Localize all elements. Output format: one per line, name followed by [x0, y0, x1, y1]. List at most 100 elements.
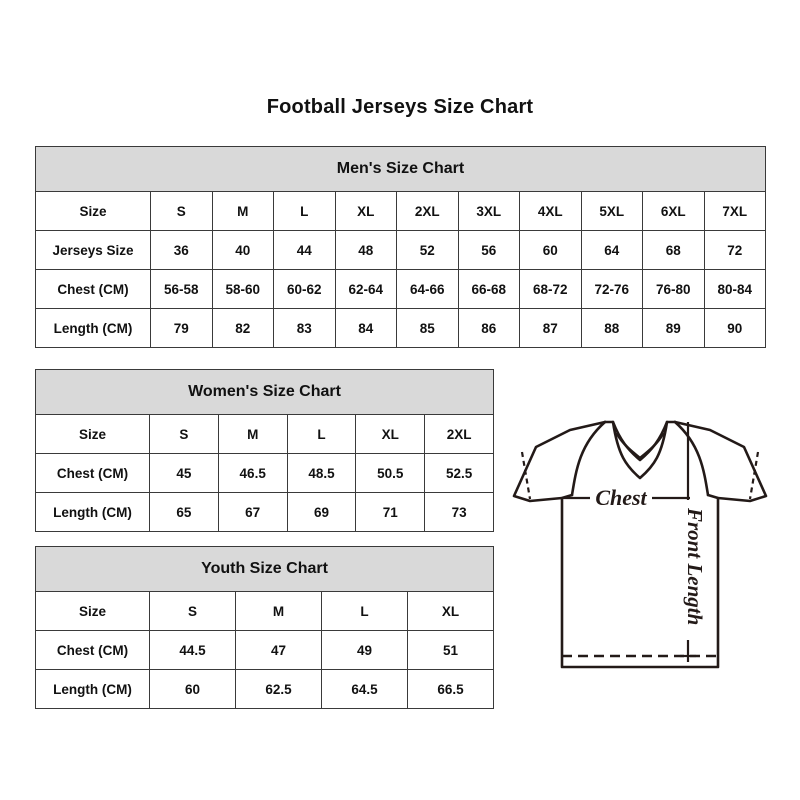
table-cell: 69 [286, 492, 357, 532]
column-header-size: Size [35, 191, 151, 231]
neckline-outer [603, 420, 677, 480]
table-cell: 68-72 [519, 269, 582, 309]
table-header-row: Size S M L XL 2XL 3XL 4XL 5XL 6XL 7XL [35, 191, 766, 231]
table-header-row: Size S M L XL [35, 591, 495, 631]
column-header-l: L [321, 591, 408, 631]
table-cell: 49 [321, 630, 408, 670]
row-label-jerseys-size: Jerseys Size [35, 230, 151, 270]
mens-size-table: Men's Size Chart Size S M L XL 2XL 3XL 4… [35, 146, 766, 348]
table-caption-row: Men's Size Chart [35, 146, 766, 192]
column-header-4xl: 4XL [519, 191, 582, 231]
table-cell: 56-58 [150, 269, 213, 309]
table-cell: 52 [396, 230, 459, 270]
table-cell: 64-66 [396, 269, 459, 309]
column-header-5xl: 5XL [580, 191, 643, 231]
table-cell: 84 [334, 308, 397, 348]
table-cell: 68 [642, 230, 705, 270]
table-cell: 47 [235, 630, 322, 670]
front-length-label: Front Length [683, 507, 707, 625]
column-header-7xl: 7XL [703, 191, 766, 231]
table-cell: 44.5 [149, 630, 236, 670]
table-row: Length (CM) 65 67 69 71 73 [35, 492, 495, 532]
table-cell: 76-80 [642, 269, 705, 309]
page-title: Football Jerseys Size Chart [266, 96, 534, 118]
table-cell: 51 [406, 630, 495, 670]
table-cell: 73 [424, 492, 495, 532]
column-header-l: L [286, 414, 357, 454]
table-row: Chest (CM) 45 46.5 48.5 50.5 52.5 [35, 453, 495, 493]
table-cell: 45 [149, 453, 219, 493]
table-row: Jerseys Size 36 40 44 48 52 56 60 64 68 … [35, 230, 766, 270]
table-header-row: Size S M L XL 2XL [35, 414, 495, 454]
column-header-xl: XL [355, 414, 426, 454]
collar-line-2 [615, 432, 665, 460]
column-header-2xl: 2XL [396, 191, 459, 231]
table-cell: 72-76 [580, 269, 643, 309]
table-cell: 90 [703, 308, 766, 348]
table-cell: 79 [150, 308, 213, 348]
table-row: Length (CM) 60 62.5 64.5 66.5 [35, 669, 495, 709]
right-armhole [673, 420, 710, 497]
table-cell: 44 [273, 230, 336, 270]
table-cell: 66.5 [406, 669, 495, 709]
table-cell: 72 [703, 230, 766, 270]
right-cuff-dash [748, 451, 760, 500]
column-header-m: M [211, 191, 274, 231]
table-cell: 89 [642, 308, 705, 348]
table-cell: 88 [580, 308, 643, 348]
table-row: Chest (CM) 44.5 47 49 51 [35, 630, 495, 670]
row-label-chest: Chest (CM) [35, 453, 150, 493]
front-length-measure-line [680, 422, 696, 662]
table-cell: 62.5 [235, 669, 322, 709]
table-row: Length (CM) 79 82 83 84 85 86 87 88 89 9… [35, 308, 766, 348]
womens-size-table: Women's Size Chart Size S M L XL 2XL Che… [34, 369, 495, 532]
column-header-s: S [149, 591, 236, 631]
table-row: Chest (CM) 56-58 58-60 60-62 62-64 64-66… [35, 269, 766, 309]
left-cuff-dash [520, 451, 532, 500]
table-cell: 50.5 [355, 453, 426, 493]
body-outline [560, 496, 720, 669]
table-cell: 67 [217, 492, 288, 532]
table-cell: 60 [149, 669, 236, 709]
column-header-s: S [150, 191, 213, 231]
youth-size-table: Youth Size Chart Size S M L XL Chest (CM… [34, 546, 495, 709]
table-cell: 40 [211, 230, 274, 270]
column-header-l: L [273, 191, 336, 231]
table-cell: 80-84 [703, 269, 766, 309]
sleeve-cuff-dashes [520, 451, 760, 500]
column-header-xl: XL [334, 191, 397, 231]
row-label-chest: Chest (CM) [35, 269, 151, 309]
chest-label: Chest [595, 485, 647, 510]
table-cell: 87 [519, 308, 582, 348]
row-label-length: Length (CM) [35, 492, 150, 532]
table-cell: 64 [580, 230, 643, 270]
column-header-xl: XL [406, 591, 495, 631]
table-cell: 36 [150, 230, 213, 270]
table-cell: 85 [396, 308, 459, 348]
column-header-6xl: 6XL [642, 191, 705, 231]
column-header-m: M [217, 414, 288, 454]
table-cell: 46.5 [217, 453, 288, 493]
table-cell: 48.5 [286, 453, 357, 493]
left-armhole [570, 420, 607, 497]
table-cell: 58-60 [211, 269, 274, 309]
table-cell: 60 [519, 230, 582, 270]
table-cell: 56 [457, 230, 520, 270]
table-cell: 71 [355, 492, 426, 532]
table-cell: 86 [457, 308, 520, 348]
table-cell: 52.5 [424, 453, 495, 493]
table-cell: 66-68 [457, 269, 520, 309]
column-header-size: Size [35, 414, 150, 454]
table-caption-row: Youth Size Chart [34, 546, 495, 592]
table-cell: 48 [334, 230, 397, 270]
column-header-size: Size [35, 591, 150, 631]
table-cell: 62-64 [334, 269, 397, 309]
row-label-chest: Chest (CM) [35, 630, 150, 670]
jersey-measurement-diagram: Chest Front Length [500, 400, 780, 685]
table-cell: 65 [149, 492, 219, 532]
table-cell: 82 [211, 308, 274, 348]
column-header-3xl: 3XL [457, 191, 520, 231]
womens-table-caption: Women's Size Chart [34, 369, 495, 415]
mens-table-caption: Men's Size Chart [35, 146, 766, 192]
table-cell: 83 [273, 308, 336, 348]
